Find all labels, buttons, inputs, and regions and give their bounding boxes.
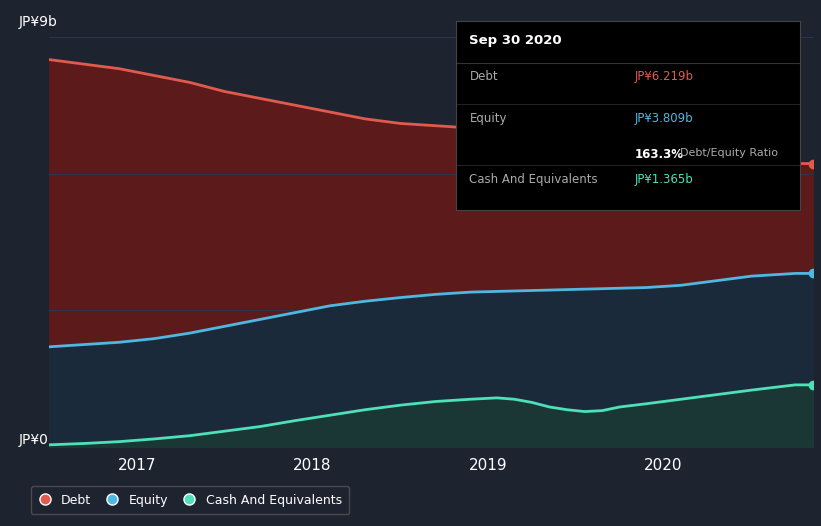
Text: Cash And Equivalents: Cash And Equivalents bbox=[470, 173, 598, 186]
Text: Debt: Debt bbox=[470, 70, 498, 83]
Legend: Debt, Equity, Cash And Equivalents: Debt, Equity, Cash And Equivalents bbox=[31, 487, 349, 514]
Text: JP¥0: JP¥0 bbox=[19, 433, 48, 447]
Text: Equity: Equity bbox=[470, 112, 507, 125]
Text: JP¥1.365b: JP¥1.365b bbox=[635, 173, 694, 186]
Text: JP¥3.809b: JP¥3.809b bbox=[635, 112, 694, 125]
Text: Sep 30 2020: Sep 30 2020 bbox=[470, 34, 562, 47]
Text: JP¥9b: JP¥9b bbox=[19, 15, 57, 28]
Text: JP¥6.219b: JP¥6.219b bbox=[635, 70, 694, 83]
Text: 163.3%: 163.3% bbox=[635, 148, 684, 161]
Text: Debt/Equity Ratio: Debt/Equity Ratio bbox=[680, 148, 777, 158]
